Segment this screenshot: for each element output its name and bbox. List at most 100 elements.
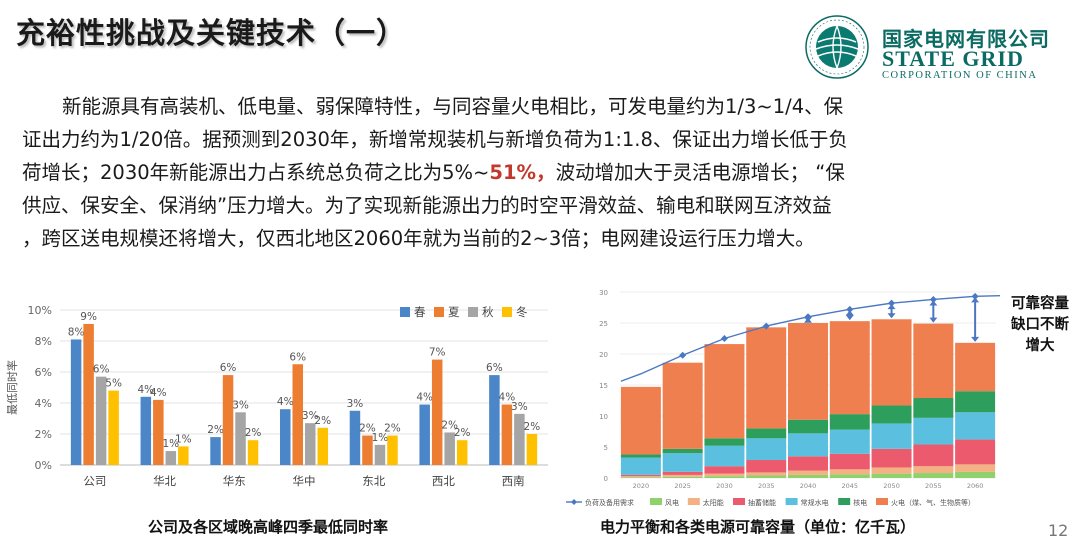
stack-segment-核电 [746,428,787,439]
bar-夏 [431,359,443,465]
y-tick-label: 30 [599,289,608,297]
logo-cn-text: 国家电网有限公司 [882,27,1050,51]
data-label: 4% [416,392,433,404]
logo-sub-text: CORPORATION OF CHINA [882,70,1038,81]
legend-swatch [785,498,798,505]
x-category-label: 2050 [883,482,900,490]
demand-marker [971,292,979,300]
data-label: 2% [245,427,262,439]
seasonal-simultaneity-chart: 0% 2% 4% 6% 8% 10% 最低同时率 8% 9% 6% 5% 公司 4% 4% 1% 1% 华北 2%… [0,290,560,512]
stack-segment-抽蓄储能 [620,474,661,477]
bar-夏 [222,375,234,465]
bar-夏 [362,435,373,465]
x-category-label: 东北 [362,474,385,488]
bar-夏 [153,399,164,465]
x-category-label: 2035 [758,482,775,490]
bar-夏 [501,404,513,465]
y-tick-label: 8% [35,335,52,348]
stack-segment-常规水电 [829,429,870,454]
data-label: 3% [347,398,364,410]
capacity-gap-annotation: 可靠容量 缺口不断 增大 [1002,294,1078,357]
data-label: 1% [162,438,179,450]
stack-segment-火电（煤、气、生物质等） [913,323,954,399]
data-label: 2% [359,423,376,435]
bar-冬 [526,434,538,465]
stack-segment-风电 [829,474,870,478]
data-label: 4% [137,384,154,396]
legend-swatch [400,307,410,317]
stack-segment-太阳能 [913,466,954,474]
y-tick-label: 6% [35,366,52,379]
stack-segment-常规水电 [955,412,996,440]
data-label: 6% [220,362,237,374]
stack-segment-火电（煤、气、生物质等） [871,319,912,406]
x-category-label: 2020 [633,482,650,490]
x-category-label: 2045 [842,482,859,490]
legend-swatch [687,498,700,505]
data-label: 2% [384,423,401,435]
gap-arrow-head [929,317,938,323]
stack-segment-太阳能 [662,474,703,477]
y-tick-label: 10 [599,413,608,421]
legend-label: 常规水电 [801,498,829,507]
stack-segment-核电 [788,419,828,434]
stack-segment-风电 [746,475,787,478]
annotation-line: 缺口不断 [1011,317,1069,333]
stack-segment-核电 [913,398,954,418]
page-title: 充裕性挑战及关键技术（一） [16,16,407,50]
bar-春 [419,404,430,465]
data-label: 1% [175,433,192,445]
left-chart-caption: 公司及各区域晚高峰四季最低同时率 [148,518,389,536]
legend-swatch [650,498,662,505]
data-label: 5% [105,378,122,390]
stack-segment-抽蓄储能 [829,453,870,470]
x-category-label: 2030 [716,482,733,490]
bar-秋 [374,444,386,465]
y-axis-label: 最低同时率 [5,360,19,415]
legend-label: 核电 [853,498,867,507]
legend-label: 抽蓄储能 [748,498,776,507]
gap-arrow-head [929,300,938,306]
bar-春 [140,396,152,465]
stack-segment-太阳能 [620,476,661,478]
bar-春 [489,375,500,465]
legend-label: 夏 [448,305,460,319]
legend-label: 太阳能 [703,498,724,507]
stack-segment-风电 [788,474,828,478]
annotation-line: 可靠容量 [1011,296,1069,312]
stack-segment-常规水电 [662,453,703,472]
data-label: 4% [499,392,516,404]
data-label: 3% [302,410,319,422]
stack-segment-常规水电 [620,457,661,475]
stack-segment-核电 [704,438,745,446]
bar-秋 [444,432,455,465]
stack-segment-抽蓄储能 [704,466,745,474]
globe-icon [805,15,869,79]
page-number: 12 [1048,521,1069,540]
logo-en-text: STATE GRID [882,46,1024,71]
bar-春 [70,339,82,465]
y-tick-label: 10% [28,304,52,317]
para-line: 新能源具有高装机、低电量、弱保障特性，与同容量火电相比，可发电量约为1/3~1/… [62,95,844,118]
legend-label: 风电 [665,498,679,507]
legend-label: 负荷及备用需求 [585,498,634,507]
y-tick-label: 0 [604,475,608,483]
y-tick-label: 2% [35,428,52,441]
state-grid-logo: 国家电网有限公司 STATE GRID CORPORATION OF CHINA [802,14,1072,81]
stack-segment-风电 [662,476,703,478]
bar-秋 [95,376,107,465]
para-line: 荷增长；2030年新能源出力占系统总负荷之比为5%~51%，波动增加大于灵活电源… [22,156,1062,189]
data-label: 1% [372,432,389,444]
gap-arrow-head [845,315,854,321]
bar-冬 [387,435,398,465]
data-label: 6% [289,351,306,363]
stack-segment-常规水电 [913,417,954,445]
gap-arrow-head [845,310,854,316]
y-tick-label: 15 [599,382,608,390]
gap-arrow-head [804,317,812,322]
stack-segment-风电 [871,473,912,478]
bar-秋 [165,451,177,465]
annotation-line: 增大 [1025,338,1055,354]
x-category-label: 2040 [800,482,817,490]
